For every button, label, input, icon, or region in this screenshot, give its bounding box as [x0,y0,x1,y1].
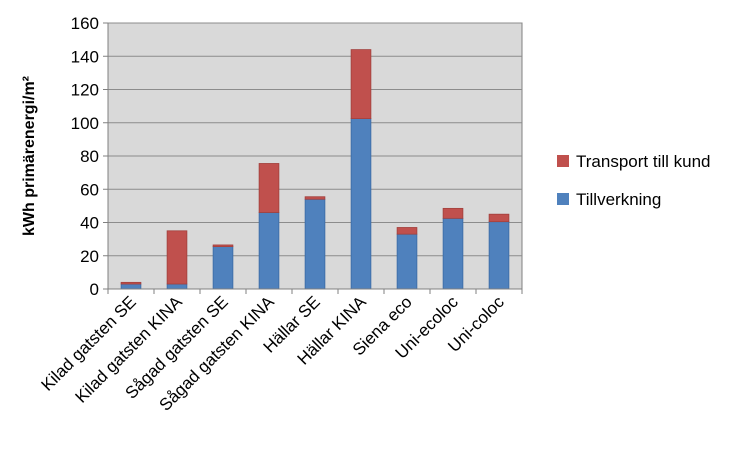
bar-segment-tillverkning [120,283,142,290]
y-tick-label: 160 [71,14,99,33]
bar-segment-tillverkning [212,246,234,290]
y-tick-label: 40 [80,214,99,233]
bar-segment-transport [488,213,510,223]
bar-segment-tillverkning [258,212,280,290]
bars [120,49,510,290]
y-tick-label: 60 [80,180,99,199]
bar-segment-transport [258,163,280,213]
bar-segment-tillverkning [488,221,510,290]
bar-segment-transport [304,196,326,200]
bar-segment-transport [166,230,188,285]
bar-segment-tillverkning [396,233,418,290]
bar-segment-tillverkning [442,217,464,290]
bar-segment-tillverkning [350,118,372,290]
y-tick-label: 120 [71,81,99,100]
y-tick-label: 80 [80,147,99,166]
bar-segment-transport [396,227,418,235]
bar-segment-transport [442,207,464,219]
legend-label: Tillverkning [576,190,661,209]
y-tick-labels: 0 20 40 60 80 100 120 140 160 [71,14,99,299]
y-tick-label: 0 [90,280,99,299]
legend-label: Transport till kund [576,152,710,171]
y-tick-label: 140 [71,47,99,66]
legend-swatch [557,155,569,167]
bar-segment-tillverkning [166,283,188,290]
bar-segment-transport [120,281,142,285]
y-axis-label: kWh primärenergi/m² [21,76,38,236]
y-tick-label: 100 [71,114,99,133]
legend-swatch [557,193,569,205]
bar-segment-transport [212,244,234,248]
bar-segment-transport [350,49,372,119]
legend: Transport till kund Tillverkning [557,152,710,209]
bar-segment-tillverkning [304,198,326,290]
axes [107,23,522,290]
y-tick-label: 20 [80,247,99,266]
